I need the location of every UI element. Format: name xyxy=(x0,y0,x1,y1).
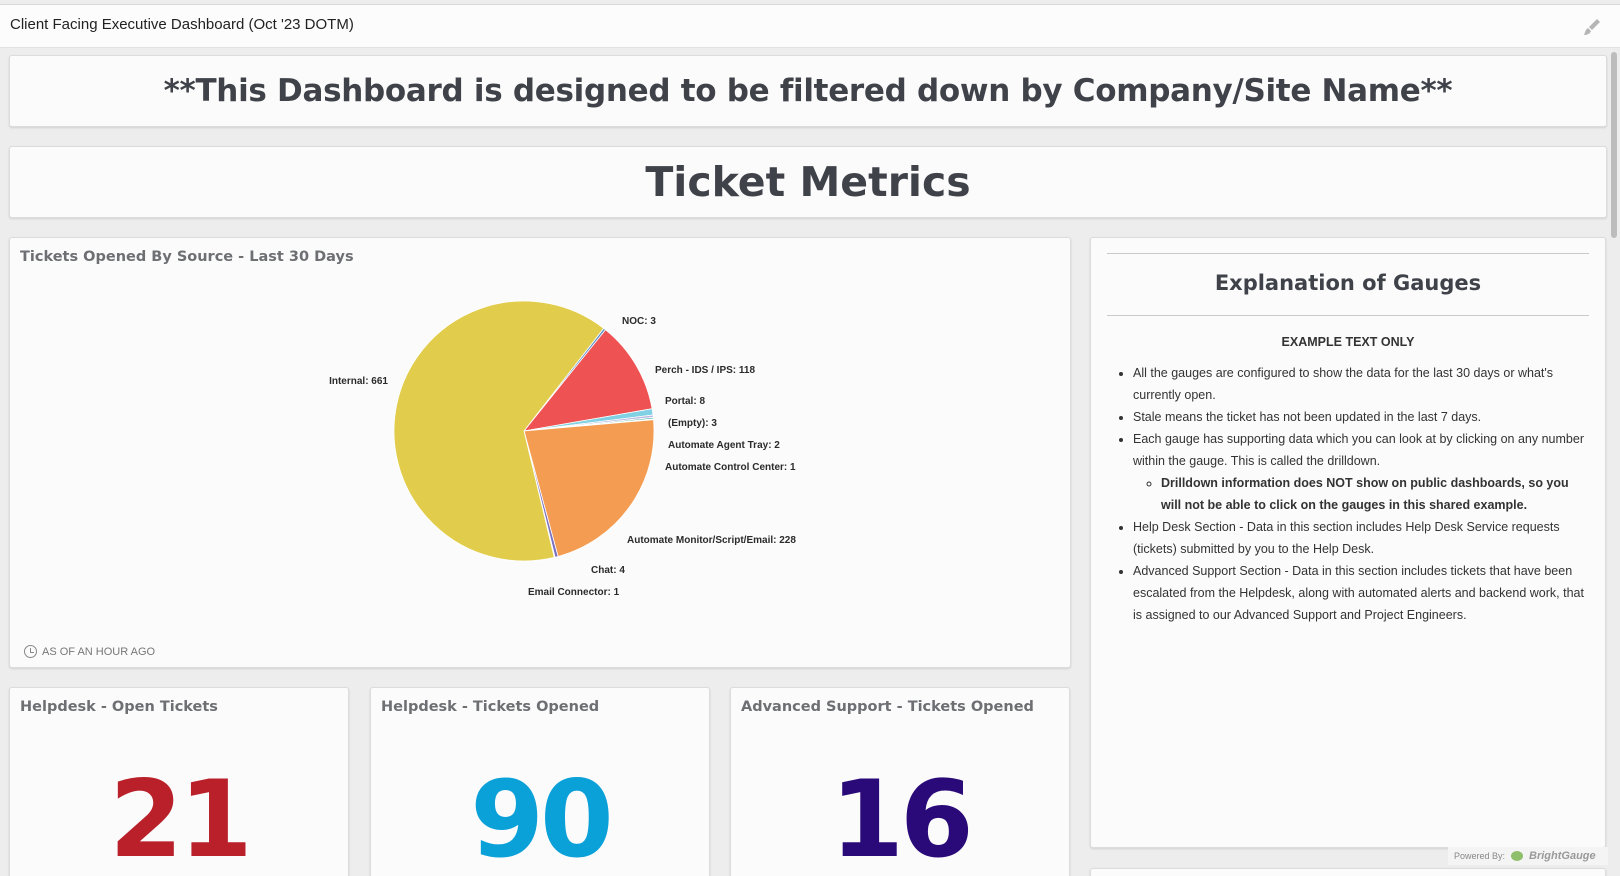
powered-by-text: Powered By: xyxy=(1454,851,1506,861)
last-updated-text: AS OF AN HOUR AGO xyxy=(42,645,156,658)
section-title: Ticket Metrics xyxy=(645,158,971,206)
list-item-text: Each gauge has supporting data which you… xyxy=(1133,432,1584,468)
divider xyxy=(1107,253,1589,254)
pie-slice-label: Portal: 8 xyxy=(665,396,705,407)
pie-slice-label: Automate Control Center: 1 xyxy=(665,462,796,473)
paintbrush-icon[interactable] xyxy=(1582,17,1602,37)
gauge-value[interactable]: 21 xyxy=(109,758,253,876)
gauge-advanced-support-tickets-opened[interactable]: Advanced Support - Tickets Opened 16 xyxy=(730,687,1070,876)
pie-slice[interactable] xyxy=(393,300,605,562)
next-panel xyxy=(1090,868,1606,876)
list-item: All the gauges are configured to show th… xyxy=(1133,362,1591,406)
pie-slice-label: Internal: 661 xyxy=(329,376,388,387)
scrollbar-thumb[interactable] xyxy=(1611,52,1617,238)
gauge-helpdesk-open-tickets[interactable]: Helpdesk - Open Tickets 21 xyxy=(9,687,349,876)
filter-notice-banner: **This Dashboard is designed to be filte… xyxy=(9,55,1607,127)
pie-slice-label: (Empty): 3 xyxy=(668,418,717,429)
gauge-title: Helpdesk - Tickets Opened xyxy=(381,699,600,715)
sub-list-item: Drilldown information does NOT show on p… xyxy=(1161,472,1591,516)
pie-slice-label: Automate Monitor/Script/Email: 228 xyxy=(627,535,796,546)
pie-chart[interactable]: NOC: 3 Perch - IDS / IPS: 118 Portal: 8 (Em… xyxy=(10,238,1072,669)
list-item: Stale means the ticket has not been upda… xyxy=(1133,406,1591,428)
clock-icon xyxy=(24,645,37,658)
gauge-title: Helpdesk - Open Tickets xyxy=(20,699,218,715)
tickets-by-source-gauge[interactable]: Tickets Opened By Source - Last 30 Days … xyxy=(9,237,1071,668)
powered-by-badge[interactable]: Powered By: BrightGauge xyxy=(1448,847,1608,865)
banner-text: **This Dashboard is designed to be filte… xyxy=(163,73,1453,109)
gauge-value[interactable]: 16 xyxy=(830,758,974,876)
pie-slice-label: NOC: 3 xyxy=(622,316,656,327)
pie-slice[interactable] xyxy=(523,419,655,557)
pie-slice-label: Chat: 4 xyxy=(591,565,625,576)
explanation-list: All the gauges are configured to show th… xyxy=(1133,362,1591,626)
explanation-title: Explanation of Gauges xyxy=(1214,271,1482,295)
gauge-title: Tickets Opened By Source - Last 30 Days xyxy=(20,249,354,265)
pie-slice-label: Email Connector: 1 xyxy=(528,587,620,598)
list-item: Each gauge has supporting data which you… xyxy=(1133,428,1591,516)
list-item: Advanced Support Section - Data in this … xyxy=(1133,560,1591,626)
explanation-subtitle: EXAMPLE TEXT ONLY xyxy=(1281,335,1415,349)
last-updated: AS OF AN HOUR AGO xyxy=(24,645,155,658)
pie-slice-label: Perch - IDS / IPS: 118 xyxy=(655,365,755,376)
pie-slice[interactable] xyxy=(523,329,653,432)
sub-list: Drilldown information does NOT show on p… xyxy=(1161,472,1591,516)
gauge-helpdesk-tickets-opened[interactable]: Helpdesk - Tickets Opened 90 xyxy=(370,687,710,876)
dashboard-title: Client Facing Executive Dashboard (Oct '… xyxy=(10,16,354,33)
divider xyxy=(1107,315,1589,316)
brightgauge-logo-icon xyxy=(1511,851,1524,861)
list-item: Help Desk Section - Data in this section… xyxy=(1133,516,1591,560)
gauge-title: Advanced Support - Tickets Opened xyxy=(741,699,1034,715)
section-header: Ticket Metrics xyxy=(9,146,1607,218)
brand-name: BrightGauge xyxy=(1529,850,1596,862)
explanation-panel: Explanation of Gauges EXAMPLE TEXT ONLY … xyxy=(1090,237,1606,848)
gauge-value[interactable]: 90 xyxy=(470,758,614,876)
pie-slice-label: Automate Agent Tray: 2 xyxy=(668,440,780,451)
dashboard-header: Client Facing Executive Dashboard (Oct '… xyxy=(0,4,1620,48)
page-scrollbar[interactable] xyxy=(1608,48,1620,876)
